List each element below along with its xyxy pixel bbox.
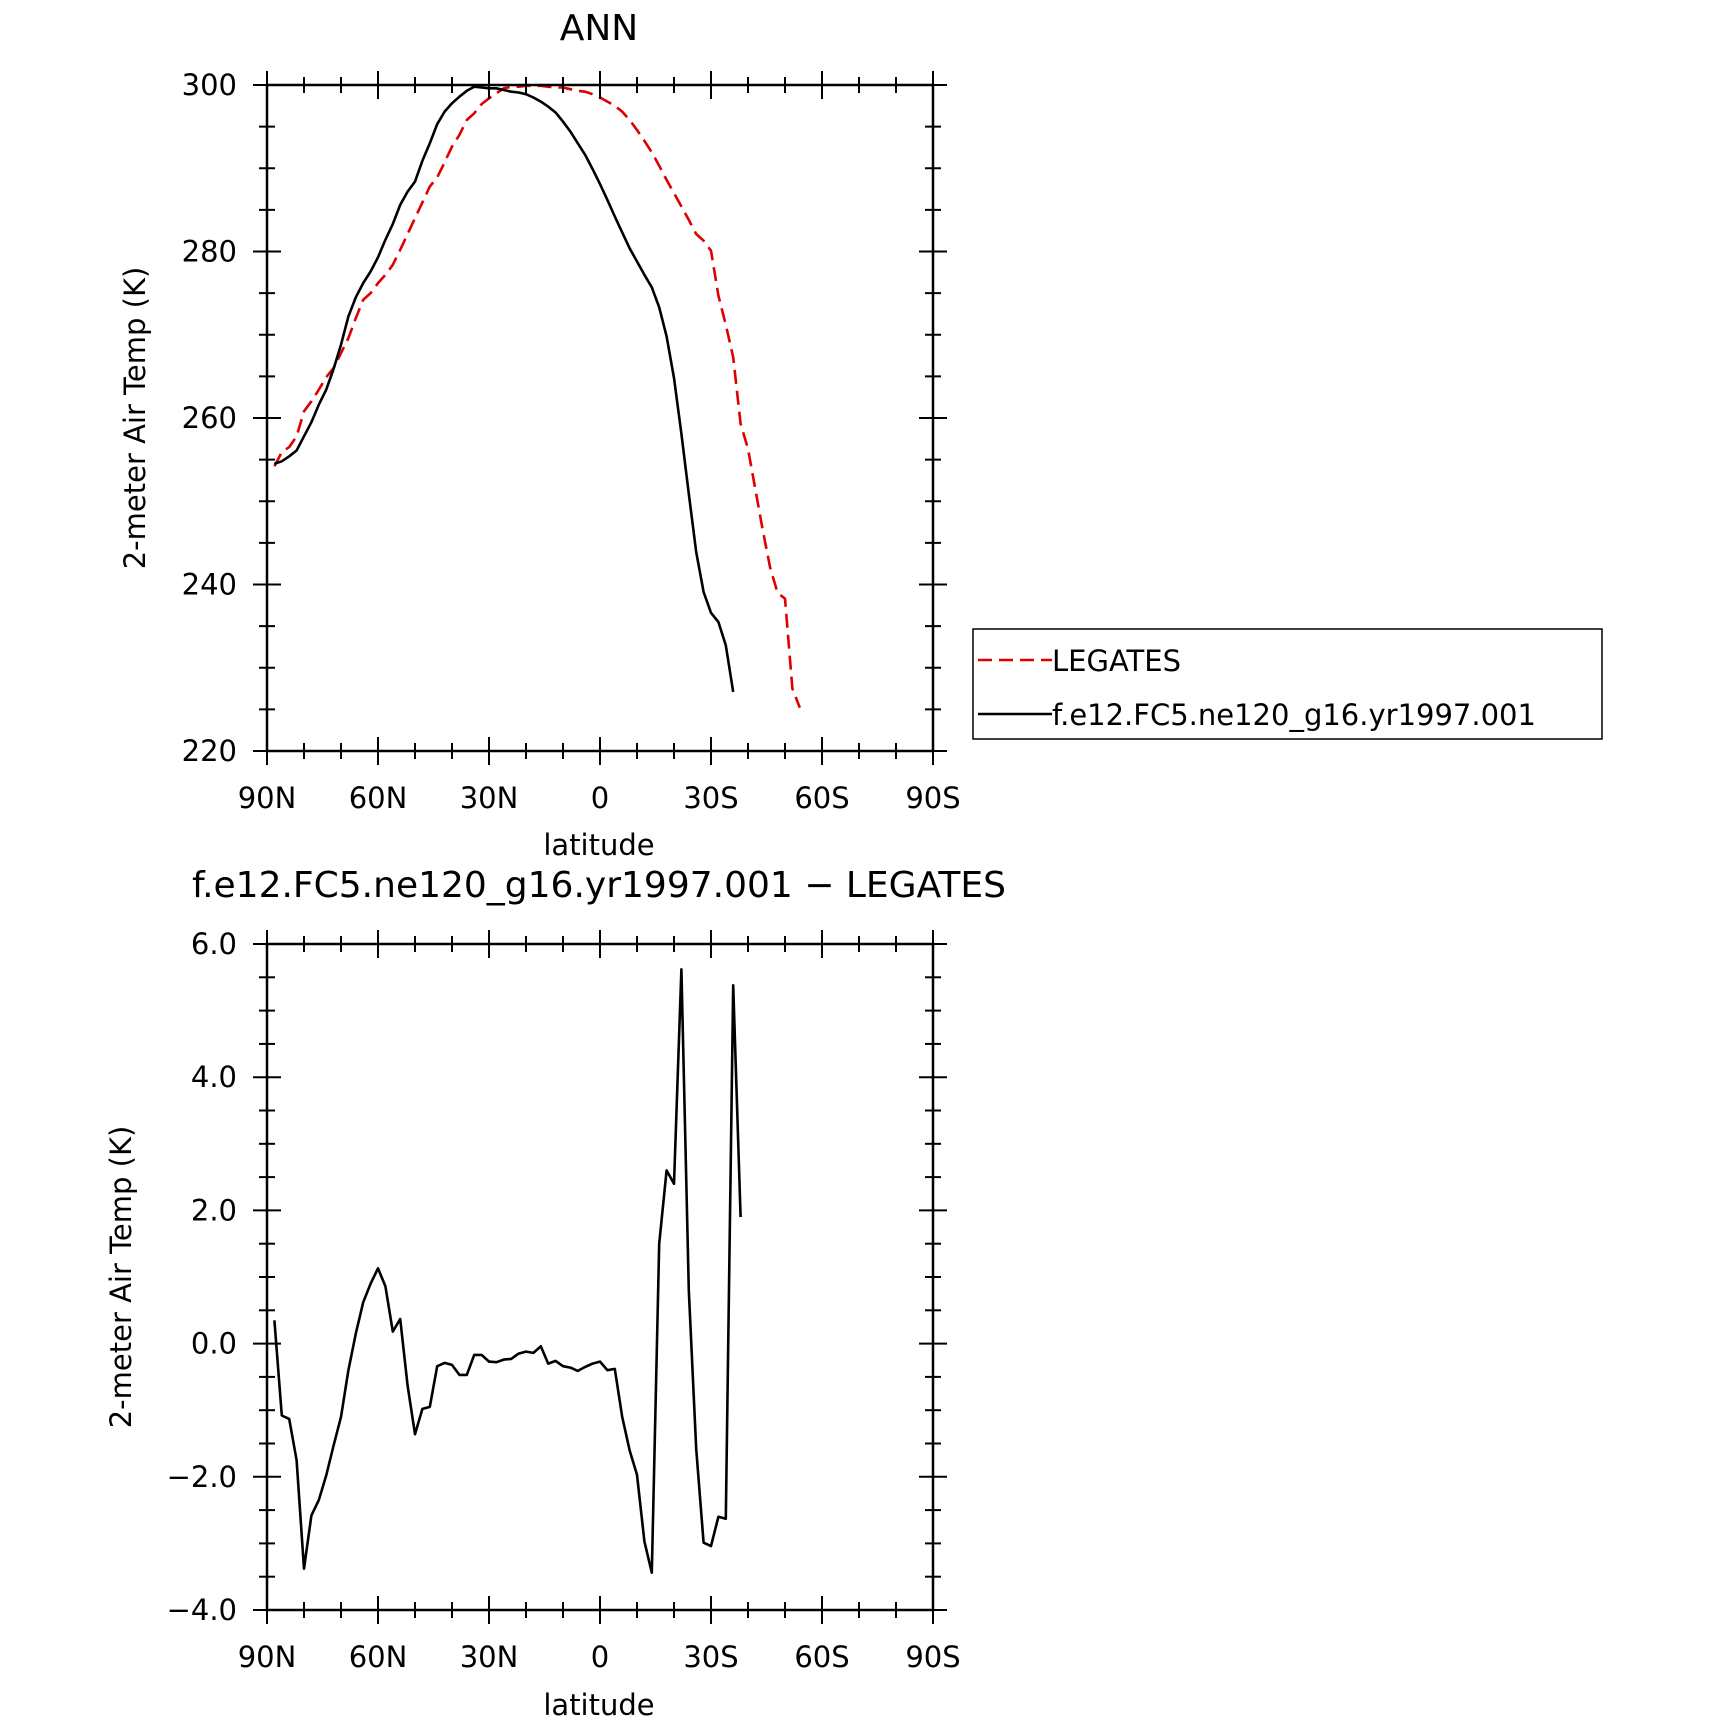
bottom-x-tick-label: 0 (591, 1640, 609, 1674)
bottom-panel-x-axis-label: latitude (543, 1688, 654, 1722)
top-y-tick-label: 260 (182, 401, 237, 435)
bottom-x-tick-label: 60N (349, 1640, 408, 1674)
top-x-tick-label: 90N (238, 781, 297, 815)
bottom-panel-curves (273, 968, 742, 1574)
bottom-panel-tick-labels: −4.0 −2.0 0.0 2.0 4.0 6.0 90N 60N 30N 0 30S 60S 90S (167, 927, 961, 1674)
bottom-panel-y-axis-label: 2-meter Air Temp (K) (104, 1126, 138, 1429)
top-y-tick-label: 220 (182, 734, 237, 768)
top-x-tick-label: 0 (591, 781, 609, 815)
bottom-y-tick-label: 2.0 (191, 1193, 237, 1227)
top-series-line-legates (273, 84, 802, 709)
top-y-tick-label: 240 (182, 568, 237, 602)
bottom-y-tick-label: 6.0 (191, 927, 237, 961)
top-x-tick-label: 60S (794, 781, 849, 815)
legend-box (972, 628, 1603, 740)
legend: LEGATES f.e12.FC5.ne120_g16.yr1997.001 (972, 628, 1603, 740)
top-x-tick-label: 90S (905, 781, 960, 815)
top-panel-tick-labels: 220 240 260 280 300 90N 60N 30N 0 30S 60S 90S (182, 68, 961, 815)
bottom-x-tick-label: 30S (683, 1640, 738, 1674)
bottom-panel-frame (265, 942, 935, 1612)
top-panel: ANN 220 240 260 280 300 90N 60N 30N 0 30S 60S 90S l… (118, 8, 1603, 862)
bottom-series-line-0 (273, 968, 742, 1574)
bottom-panel-title: f.e12.FC5.ne120_g16.yr1997.001 − LEGATES (192, 865, 1006, 906)
legend-label-legates: LEGATES (1052, 644, 1181, 678)
bottom-x-tick-label: 90S (905, 1640, 960, 1674)
bottom-x-tick-label: 60S (794, 1640, 849, 1674)
legend-label-model: f.e12.FC5.ne120_g16.yr1997.001 (1052, 698, 1536, 732)
top-panel-curves (273, 84, 802, 709)
top-series-line-f-e12-fc5-ne120-g16-yr1997-001 (273, 85, 735, 693)
top-panel-title: ANN (560, 8, 639, 49)
bottom-panel: f.e12.FC5.ne120_g16.yr1997.001 − LEGATES… (104, 865, 1006, 1722)
top-x-tick-label: 60N (349, 781, 408, 815)
top-panel-y-axis-label: 2-meter Air Temp (K) (118, 267, 152, 570)
top-x-tick-label: 30N (460, 781, 519, 815)
top-panel-frame (265, 83, 935, 753)
top-x-tick-label: 30S (683, 781, 738, 815)
bottom-x-tick-label: 90N (238, 1640, 297, 1674)
bottom-y-tick-label: 4.0 (191, 1060, 237, 1094)
bottom-y-tick-label: −4.0 (167, 1593, 237, 1627)
bottom-y-tick-label: 0.0 (191, 1327, 237, 1361)
bottom-y-tick-label: −2.0 (167, 1460, 237, 1494)
bottom-x-tick-label: 30N (460, 1640, 519, 1674)
top-y-tick-label: 300 (182, 68, 237, 102)
top-panel-x-axis-label: latitude (543, 828, 654, 862)
top-y-tick-label: 280 (182, 235, 237, 269)
